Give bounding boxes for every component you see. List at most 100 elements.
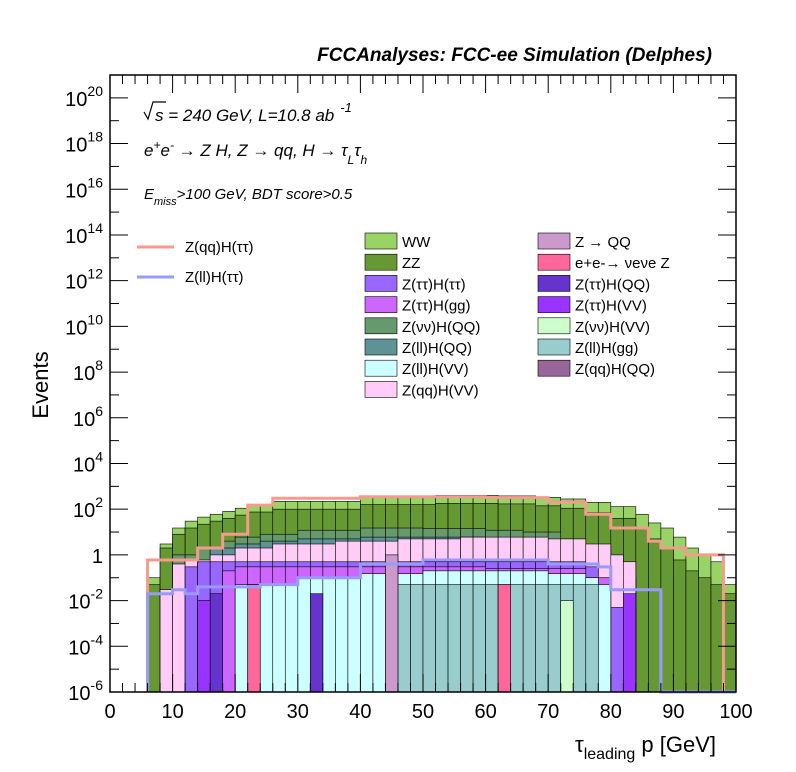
x-tick-label: 80 — [600, 701, 622, 723]
y-tick-label: 10-2 — [68, 586, 103, 614]
legend-label: Z(ll)H(VV) — [402, 361, 469, 378]
y-tick-label: 1014 — [65, 220, 103, 248]
legend-label: ZZ — [402, 255, 420, 272]
annotation-sqrt-s: s = 240 GeV, L=10.8 ab -1 — [143, 100, 352, 125]
legend-swatch — [364, 296, 398, 313]
legend-swatch — [364, 232, 398, 250]
series-z-h-vv — [560, 600, 574, 693]
y-tick-label: 10-6 — [68, 677, 103, 705]
y-tick-label: 1018 — [65, 129, 103, 157]
legend-label: Z(qq)H(ττ) — [185, 239, 254, 256]
bar-z-ll-h-gg — [522, 584, 536, 693]
bar-z-h-qq — [209, 593, 223, 693]
legend-entry-z-h-gg: Z(ττ)H(gg) — [364, 296, 471, 315]
bar-zz — [673, 559, 687, 693]
legend-label: Z(ττ)H(VV) — [575, 298, 647, 315]
x-tick-label: 20 — [224, 701, 246, 723]
x-tick-label: 50 — [412, 701, 434, 723]
legend-swatch — [537, 275, 571, 292]
bar-z-h-vv — [197, 600, 211, 693]
legend-label: Z(qq)H(VV) — [402, 382, 479, 399]
x-tick-label: 90 — [662, 701, 684, 723]
y-tick-label: 1 — [92, 546, 103, 568]
x-tick-label: 10 — [161, 701, 183, 723]
line-z-ll-h — [146, 558, 736, 694]
bar-z-ll-h-vv — [272, 584, 286, 693]
bar-z-ll-h-gg — [447, 584, 461, 693]
bar-z-ll-h-vv — [347, 577, 361, 693]
bar-z-ll-h-gg — [435, 584, 449, 693]
legend-swatch — [364, 253, 398, 271]
y-tick-label: 1010 — [65, 311, 103, 339]
bar-z-ll-h-vv — [234, 584, 249, 693]
legend-entry-z-ll-h-qq: Z(ll)H(QQ) — [364, 338, 472, 357]
bar-z-ll-h-gg — [397, 584, 411, 693]
bar-z-qq-h-vv — [159, 589, 173, 693]
annotation-cuts: Emiss>100 GeV, BDT score>0.5 — [144, 186, 353, 208]
bar-z-ll-h-gg — [460, 584, 474, 693]
legend-swatch — [537, 253, 571, 271]
legend-swatch — [364, 338, 398, 356]
x-axis-label-rest: p [GeV] — [635, 732, 716, 757]
bar-z-h-vv — [623, 593, 637, 693]
legend-swatch — [364, 381, 398, 398]
y-tick-label: 1016 — [65, 174, 103, 202]
legend-swatch — [537, 296, 571, 313]
legend-label: Z(qq)H(QQ) — [575, 361, 655, 378]
lumi-unit-exponent: -1 — [340, 100, 352, 115]
legend-swatch — [364, 359, 398, 377]
bar-z-qq — [385, 554, 399, 693]
legend-entry-z-ll-h-vv: Z(ll)H(VV) — [364, 359, 469, 378]
legend-entry-z-ll-h-gg: Z(ll)H(gg) — [537, 338, 638, 357]
bar-z-ll-h-vv — [360, 573, 374, 693]
bar-zz — [648, 538, 662, 693]
y-tick-label: 10-4 — [68, 631, 103, 659]
bar-z-ll-h-gg — [585, 584, 599, 693]
legend: Z(qq)H(ττ) Z(ll)H(ττ) WW ZZ Z(ττ)H(ττ) Z(ττ)H… — [137, 232, 670, 399]
legend-entry-zz: ZZ — [364, 253, 420, 272]
x-tick-label: 60 — [474, 701, 496, 723]
legend-entry-z-h-qq: Z(νν)H(QQ) — [364, 317, 480, 336]
legend-entry-e-e-e-e-z: e+e-→ νeνe Z — [537, 253, 670, 272]
x-axis-label-symbol: τ — [575, 732, 584, 757]
legend-label: Z(ττ)H(gg) — [402, 298, 471, 315]
legend-entry-z-qq-h-vv: Z(qq)H(VV) — [364, 381, 479, 399]
bar-z-ll-h-vv — [297, 577, 311, 693]
bar-z-h-qq — [310, 593, 324, 693]
legend-label: Z(νν)H(QQ) — [402, 319, 480, 336]
bar-zz — [723, 593, 737, 693]
x-tick-label: 40 — [349, 701, 371, 723]
bar-e-e-e-e-z — [247, 584, 261, 693]
legend-swatch — [537, 232, 571, 250]
signal-lines — [146, 495, 736, 694]
legend-entry-ww: WW — [364, 232, 431, 251]
legend-entry-z-ll-h: Z(ll)H(ττ) — [137, 269, 244, 286]
chart-title: FCCAnalyses: FCC-ee Simulation (Delphes) — [317, 45, 712, 66]
legend-swatch — [537, 338, 571, 356]
line-z-qq-h — [146, 495, 736, 694]
bar-z-ll-h-gg — [485, 584, 499, 693]
legend-entry-z-qq-h: Z(qq)H(ττ) — [137, 239, 254, 256]
series-z-h-vv — [197, 593, 637, 693]
bar-z-qq-h-vv — [172, 563, 186, 693]
bar-z-ll-h-gg — [422, 584, 436, 693]
bar-z-h — [610, 607, 624, 693]
legend-label: Z(ll)H(ττ) — [185, 269, 244, 286]
legend-label: Z → QQ — [575, 234, 631, 251]
legend-label: WW — [402, 234, 431, 251]
x-axis-label: τleading p [GeV] — [575, 732, 716, 763]
bar-zz — [660, 547, 674, 693]
legend-label: Z(ττ)H(ττ) — [402, 276, 466, 293]
sqrt-s-text: = 240 GeV, L=10.8 ab — [164, 106, 335, 125]
legend-swatch — [364, 275, 398, 292]
legend-entry-z-h-vv: Z(νν)H(VV) — [537, 317, 650, 336]
y-tick-label: 104 — [73, 448, 103, 476]
y-tick-label: 1012 — [65, 266, 103, 294]
x-tick-label: 0 — [104, 701, 115, 723]
bar-z-ll-h-gg — [547, 584, 562, 693]
stack-bars — [147, 495, 737, 693]
bar-z-ll-h-gg — [472, 584, 486, 693]
bar-z-ll-h-vv — [335, 577, 349, 693]
axes: 0 10 20 30 40 50 60 70 80 90 100102010181016101410… — [65, 74, 753, 723]
